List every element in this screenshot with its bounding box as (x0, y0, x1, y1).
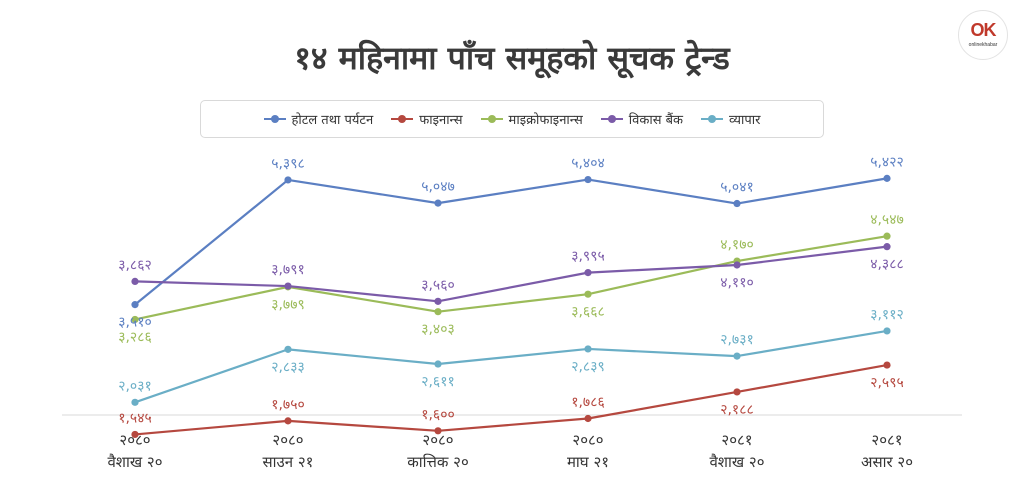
data-point[interactable] (131, 430, 139, 439)
logo-brand: onlinekhabar (968, 42, 998, 48)
data-label: ५,४२२ (870, 154, 904, 170)
data-point[interactable] (434, 297, 442, 305)
series-line-4 (134, 329, 888, 404)
data-label: ३,९९५ (571, 249, 605, 265)
data-label: १,७५० (271, 397, 305, 413)
data-point[interactable] (434, 199, 442, 207)
data-point[interactable] (733, 261, 741, 269)
data-label: ३,६६८ (571, 304, 605, 320)
series-line-0 (134, 177, 888, 306)
data-point[interactable] (284, 176, 292, 184)
data-label: २,८३३ (271, 359, 305, 375)
data-point[interactable] (584, 175, 592, 184)
data-label: १,७८६ (571, 395, 605, 411)
data-label: ४,५४७ (870, 212, 904, 228)
data-point[interactable] (584, 269, 592, 277)
data-label: ३,४०३ (421, 322, 455, 338)
data-label: २,०३१ (118, 378, 152, 394)
data-label: ३,५६० (421, 277, 455, 293)
data-point[interactable] (131, 315, 139, 324)
data-label: ३,२८६ (118, 329, 152, 345)
data-label: ५,३९८ (271, 156, 305, 172)
data-point[interactable] (883, 232, 891, 240)
data-label: ५,०४१ (720, 180, 754, 196)
legend-item[interactable]: फाइनान्स (391, 110, 463, 128)
data-label: ३,५१० (118, 315, 152, 331)
data-point[interactable] (284, 417, 292, 425)
data-point[interactable] (131, 301, 139, 309)
data-point[interactable] (131, 398, 139, 406)
data-label: ३,७९१ (271, 262, 305, 278)
data-label: ४,१७० (720, 237, 754, 253)
data-label: २,६११ (421, 374, 455, 390)
legend-label: माइक्रोफाइनान्स (508, 113, 583, 128)
x-tick-label: २०८० वैशाख २० (107, 431, 162, 471)
x-tick-label: २०८० माघ २१ (567, 431, 609, 471)
data-point[interactable] (883, 174, 891, 182)
legend-swatch (480, 113, 503, 125)
data-point[interactable] (284, 282, 292, 290)
x-tick-label: २०८० साउन २१ (263, 431, 314, 471)
legend-label: फाइनान्स (419, 113, 463, 128)
data-label: २,१८८ (720, 402, 754, 418)
x-tick-label: २०८० कात्तिक २० (407, 431, 469, 471)
logo-mark: OK (970, 20, 997, 40)
data-label: २,८३९ (571, 359, 605, 375)
series-line-1 (134, 363, 888, 436)
data-point[interactable] (883, 361, 891, 369)
data-label: ४,३८८ (870, 257, 904, 273)
legend-label: व्यापार (729, 113, 761, 128)
legend-item[interactable]: होटल तथा पर्यटन (263, 110, 374, 128)
data-point[interactable] (584, 414, 592, 423)
data-point[interactable] (434, 360, 442, 368)
data-label: २,५९५ (870, 375, 904, 391)
legend-item[interactable]: माइक्रोफाइनान्स (480, 110, 583, 128)
data-label: ३,७७९ (271, 297, 305, 313)
data-point[interactable] (733, 199, 741, 208)
data-point[interactable] (284, 345, 292, 353)
data-point[interactable] (434, 308, 442, 316)
data-label: २,७३१ (720, 332, 754, 348)
legend-swatch (600, 113, 623, 125)
data-label: ३,८६२ (118, 257, 152, 273)
series-line-3 (134, 245, 888, 303)
data-label: ५,४०४ (571, 156, 605, 172)
data-point[interactable] (733, 388, 741, 396)
data-label: १,६०० (421, 407, 455, 423)
data-point[interactable] (131, 277, 139, 285)
data-label: ४,११० (720, 275, 754, 291)
onlinekhabar-logo[interactable]: OK onlinekhabar (958, 10, 1008, 60)
legend-item[interactable]: विकास बैंक (600, 110, 684, 128)
legend-swatch (263, 113, 286, 125)
data-label: १,५४५ (118, 410, 152, 426)
chart-title: १४ महिनामा पाँच समूहको सूचक ट्रेन्ड (294, 39, 730, 77)
data-label: ५,०४७ (421, 179, 455, 195)
legend-item[interactable]: व्यापार (701, 110, 760, 128)
x-tick-label: २०८१ असार २० (861, 431, 913, 471)
data-label: ३,११२ (870, 307, 904, 323)
chart-legend: होटल तथा पर्यटन फाइनान्स माइक्रोफाइनान्स वि… (200, 100, 824, 138)
data-point[interactable] (584, 345, 592, 353)
legend-label: होटल तथा पर्यटन (291, 113, 374, 128)
data-point[interactable] (733, 352, 741, 360)
data-point[interactable] (883, 327, 891, 335)
legend-swatch (391, 113, 414, 125)
legend-swatch (701, 113, 724, 125)
x-tick-label: २०८१ वैशाख २० (709, 431, 764, 471)
data-point[interactable] (883, 243, 891, 251)
data-point[interactable] (584, 290, 592, 298)
data-point[interactable] (434, 427, 442, 435)
series-line-2 (134, 235, 888, 321)
legend-label: विकास बैंक (628, 113, 684, 128)
